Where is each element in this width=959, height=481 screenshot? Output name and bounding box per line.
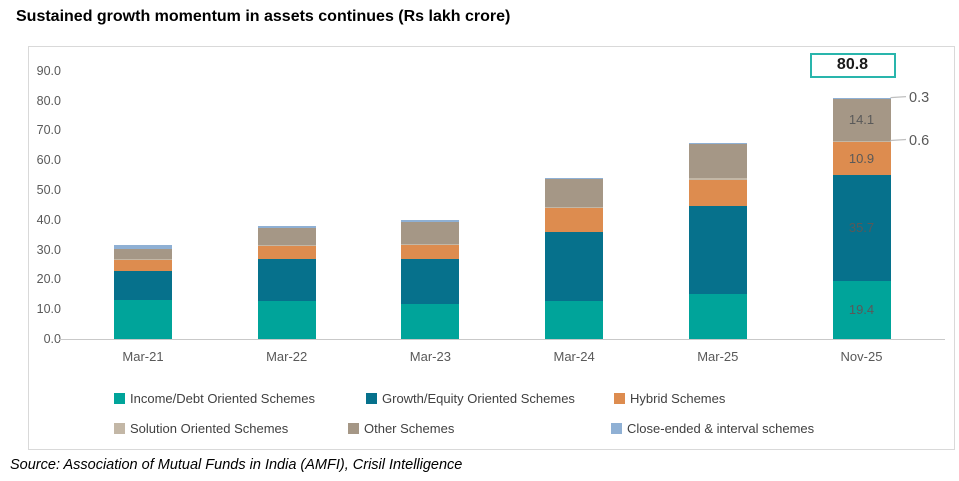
segment-value-label: 35.7	[848, 219, 875, 235]
y-axis-tick-label: 50.0	[36, 183, 61, 197]
legend-item-income-debt-oriented-schemes: Income/Debt Oriented Schemes	[114, 390, 315, 406]
plot-area: 0.0 10.0 20.0 30.0 40.0 50.0 60.0 70.0 80.0 90.0 M…	[29, 47, 956, 451]
bar-segment-income-debt-oriented-schemes	[832, 281, 891, 339]
bar-segment-close-ended-interval-schemes	[257, 226, 316, 229]
bar-segment-hybrid-schemes	[832, 142, 891, 175]
legend-item-growth-equity-oriented-schemes: Growth/Equity Oriented Schemes	[366, 390, 575, 406]
legend-label: Hybrid Schemes	[630, 390, 726, 406]
bar-segment-growth-equity-oriented-schemes	[401, 258, 460, 304]
chart-area: 0.0 10.0 20.0 30.0 40.0 50.0 60.0 70.0 80.0 90.0 M…	[28, 46, 955, 450]
bar-segment-hybrid-schemes	[688, 179, 747, 207]
legend-item-close-ended-interval-schemes: Close-ended & interval schemes	[611, 420, 815, 436]
y-axis-tick-label: 60.0	[36, 153, 61, 168]
bar-segment-other-schemes	[545, 179, 604, 207]
y-axis-tick-label: 30.0	[36, 242, 61, 257]
bar-segment-close-ended-interval-schemes	[832, 97, 891, 99]
bar-segment-growth-equity-oriented-schemes	[688, 206, 747, 294]
legend-swatch-hybrid-schemes	[614, 392, 625, 404]
segment-value-label: 14.1	[848, 111, 875, 127]
legend-swatch-growth-equity-oriented-schemes	[366, 392, 377, 404]
x-category-label: Mar-22	[266, 349, 308, 364]
segment-value-label: 19.4	[848, 302, 875, 318]
y-axis-tick-label: 10.0	[36, 302, 61, 317]
bar-segment-hybrid-schemes	[545, 207, 604, 232]
callout-label-close-ended-interval-schemes: 0.3	[909, 89, 930, 106]
bar-segment-solution-oriented-schemes	[257, 244, 316, 246]
total-value-box: 80.8	[809, 52, 896, 78]
callout-label-solution-oriented-schemes: 0.6	[909, 132, 930, 149]
bar-segment-income-debt-oriented-schemes	[545, 301, 604, 339]
bar-segment-solution-oriented-schemes	[401, 243, 460, 245]
legend-label: Solution Oriented Schemes	[130, 420, 289, 436]
y-axis-tick-label: 40.0	[36, 212, 61, 227]
bar-segment-solution-oriented-schemes	[832, 140, 891, 143]
bar-segment-close-ended-interval-schemes	[401, 220, 460, 222]
legend-item-solution-oriented-schemes: Solution Oriented Schemes	[114, 420, 289, 436]
y-axis-tick-label: 70.0	[36, 123, 61, 138]
legend-label: Close-ended & interval schemes	[627, 420, 815, 436]
y-axis-tick-label: 20.0	[36, 272, 61, 287]
x-category-label: Mar-24	[553, 349, 595, 364]
bar-segment-income-debt-oriented-schemes	[688, 293, 747, 339]
segment-value-label: 10.9	[848, 150, 875, 166]
legend-label: Income/Debt Oriented Schemes	[130, 390, 315, 406]
legend-label: Growth/Equity Oriented Schemes	[382, 390, 575, 406]
bar-segment-solution-oriented-schemes	[545, 206, 604, 208]
x-axis-line	[59, 339, 945, 340]
x-category-label: Mar-25	[697, 349, 739, 364]
y-axis-tick-label: 0.0	[43, 332, 61, 346]
x-category-label: Mar-21	[122, 349, 164, 364]
bar-segment-other-schemes	[688, 143, 747, 179]
x-category-label: Mar-23	[409, 349, 451, 364]
bar-segment-hybrid-schemes	[257, 245, 316, 260]
bar-segment-solution-oriented-schemes	[114, 258, 172, 260]
page-title: Sustained growth momentum in assets cont…	[16, 8, 511, 25]
bar-segment-income-debt-oriented-schemes	[257, 300, 316, 339]
bar-segment-solution-oriented-schemes	[688, 178, 747, 180]
bar-segment-close-ended-interval-schemes	[688, 143, 747, 144]
bar-segment-income-debt-oriented-schemes	[114, 299, 172, 339]
bar-segment-other-schemes	[114, 248, 172, 259]
bar-segment-other-schemes	[832, 98, 891, 141]
bar-segment-other-schemes	[401, 221, 460, 244]
bar-segment-hybrid-schemes	[114, 259, 172, 271]
bar-segment-growth-equity-oriented-schemes	[257, 259, 316, 301]
bar-segment-growth-equity-oriented-schemes	[545, 232, 604, 302]
legend-swatch-close-ended-interval-schemes	[611, 422, 622, 434]
bar-segment-growth-equity-oriented-schemes	[832, 174, 891, 282]
y-axis-tick-label: 80.0	[36, 93, 61, 108]
bar-segment-close-ended-interval-schemes	[114, 245, 172, 249]
y-axis-tick-label: 90.0	[36, 63, 61, 78]
bar-segment-growth-equity-oriented-schemes	[114, 270, 172, 300]
legend-item-other-schemes: Other Schemes	[348, 420, 455, 436]
legend-item-hybrid-schemes: Hybrid Schemes	[614, 390, 726, 406]
legend-swatch-solution-oriented-schemes	[114, 422, 125, 434]
legend-swatch-income-debt-oriented-schemes	[114, 392, 125, 404]
legend-swatch-other-schemes	[348, 422, 359, 434]
bar-segment-close-ended-interval-schemes	[545, 178, 604, 180]
bar-segment-income-debt-oriented-schemes	[401, 303, 460, 339]
source-note: Source: Association of Mutual Funds in I…	[10, 457, 463, 473]
x-category-label: Nov-25	[840, 349, 883, 364]
bar-segment-hybrid-schemes	[401, 244, 460, 259]
legend-label: Other Schemes	[364, 420, 455, 436]
bar-segment-other-schemes	[257, 228, 316, 245]
